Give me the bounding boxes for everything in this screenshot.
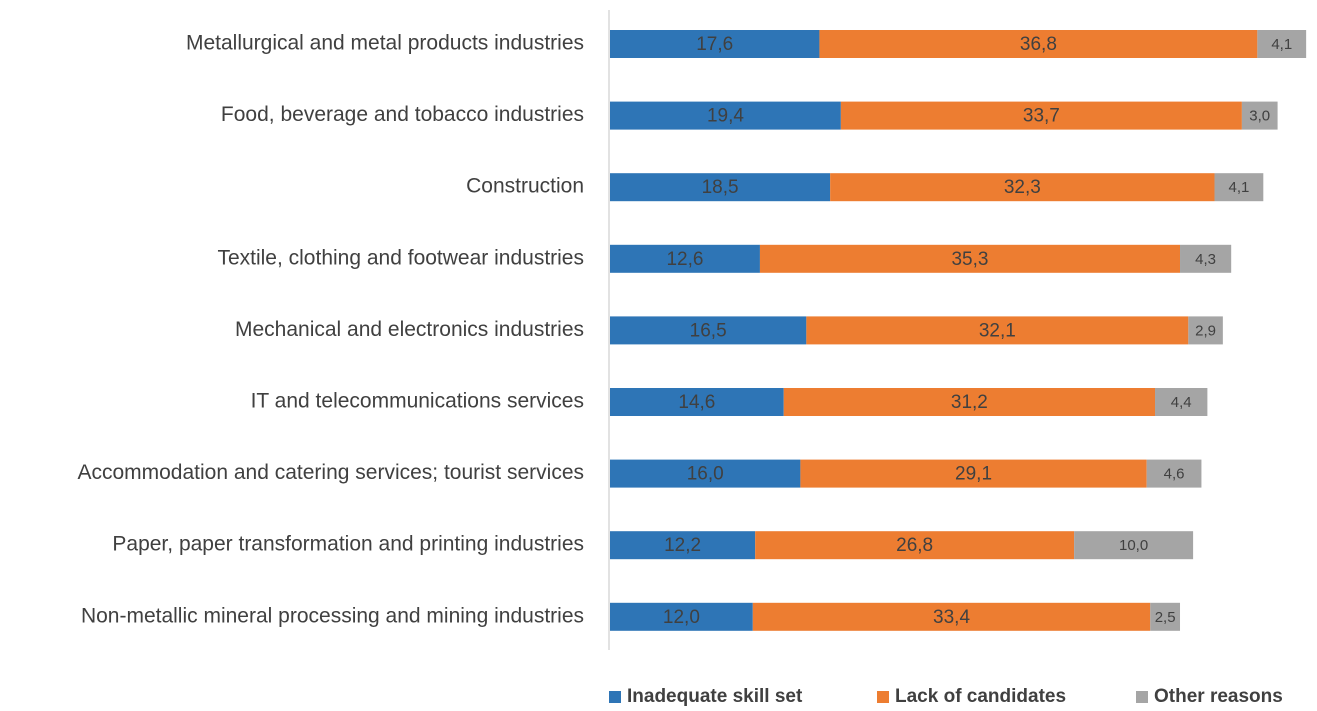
category-label: Construction <box>466 175 584 198</box>
data-label: 33,4 <box>933 607 970 628</box>
bar-segment <box>610 173 831 202</box>
category-label: Non-metallic mineral processing and mini… <box>81 604 584 627</box>
bar-segment <box>783 388 1156 416</box>
category-label: Paper, paper transformation and printing… <box>112 533 584 556</box>
data-label: 33,7 <box>1023 106 1060 127</box>
bar-segment <box>806 316 1189 345</box>
data-label: 35,3 <box>951 249 988 270</box>
data-label: 4,1 <box>1271 36 1292 53</box>
data-label: 36,8 <box>1020 34 1057 55</box>
bar-segment <box>1146 459 1202 488</box>
bar-segment <box>610 316 807 345</box>
data-label: 19,4 <box>707 106 744 127</box>
data-label: 29,1 <box>955 464 992 485</box>
data-label: 26,8 <box>896 535 933 556</box>
legend-swatch <box>877 691 889 703</box>
legend-label: Other reasons <box>1154 686 1283 707</box>
data-label: 18,5 <box>702 177 739 198</box>
category-label: IT and telecommunications services <box>251 390 584 413</box>
bar-segment <box>830 173 1215 202</box>
data-label: 12,2 <box>664 535 701 556</box>
data-labels: 17,6 36,8 4,1 19,4 33,7 3,0 18,5 32,3 4,1 12,6 35,… <box>663 34 1292 628</box>
bar-segment <box>610 101 841 130</box>
legend-swatch <box>609 691 621 703</box>
legend: Inadequate skill set Lack of candidates Ot… <box>609 686 1283 707</box>
category-label: Food, beverage and tobacco industries <box>221 103 584 126</box>
category-labels: Metallurgical and metal products industr… <box>77 32 584 628</box>
category-label: Mechanical and electronics industries <box>235 318 584 341</box>
bar-segment <box>1241 101 1278 130</box>
bar-segment <box>1188 316 1223 345</box>
legend-label: Lack of candidates <box>895 686 1066 707</box>
data-label: 2,5 <box>1155 609 1176 626</box>
bar-segment <box>819 30 1258 58</box>
legend-swatch <box>1136 691 1148 703</box>
bar-segment <box>840 101 1242 130</box>
bars <box>610 30 1307 631</box>
bar-segment <box>1150 602 1181 631</box>
data-label: 4,4 <box>1171 394 1192 411</box>
bar-segment <box>1214 173 1264 202</box>
bar-segment <box>755 531 1075 560</box>
data-label: 16,0 <box>687 464 724 485</box>
category-label: Accommodation and catering services; tou… <box>77 461 584 484</box>
bar-segment <box>759 244 1181 273</box>
data-label: 14,6 <box>678 392 715 413</box>
data-label: 4,3 <box>1195 251 1216 268</box>
legend-label: Inadequate skill set <box>627 686 803 707</box>
data-label: 12,0 <box>663 607 700 628</box>
bar-segment <box>1155 388 1208 416</box>
bar-segment <box>610 531 756 560</box>
data-label: 12,6 <box>666 249 703 270</box>
bar-segment <box>800 459 1147 488</box>
bar-segment <box>1074 531 1194 560</box>
data-label: 32,1 <box>979 320 1016 341</box>
category-label: Textile, clothing and footwear industrie… <box>217 246 584 269</box>
bar-segment <box>610 30 820 58</box>
data-label: 31,2 <box>951 392 988 413</box>
data-label: 32,3 <box>1004 177 1041 198</box>
category-label: Metallurgical and metal products industr… <box>186 32 584 55</box>
data-label: 4,1 <box>1228 179 1249 196</box>
data-label: 3,0 <box>1249 108 1270 125</box>
bar-segment <box>610 244 760 273</box>
bar-segment <box>1180 244 1232 273</box>
bar-segment <box>610 388 784 416</box>
data-label: 4,6 <box>1164 466 1185 483</box>
bar-segment <box>610 459 801 488</box>
data-label: 10,0 <box>1119 537 1148 554</box>
bar-segment <box>610 602 753 631</box>
data-label: 16,5 <box>690 320 727 341</box>
bar-segment <box>1257 30 1307 58</box>
bar-segment <box>752 602 1151 631</box>
data-label: 17,6 <box>696 34 733 55</box>
data-label: 2,9 <box>1195 322 1216 339</box>
